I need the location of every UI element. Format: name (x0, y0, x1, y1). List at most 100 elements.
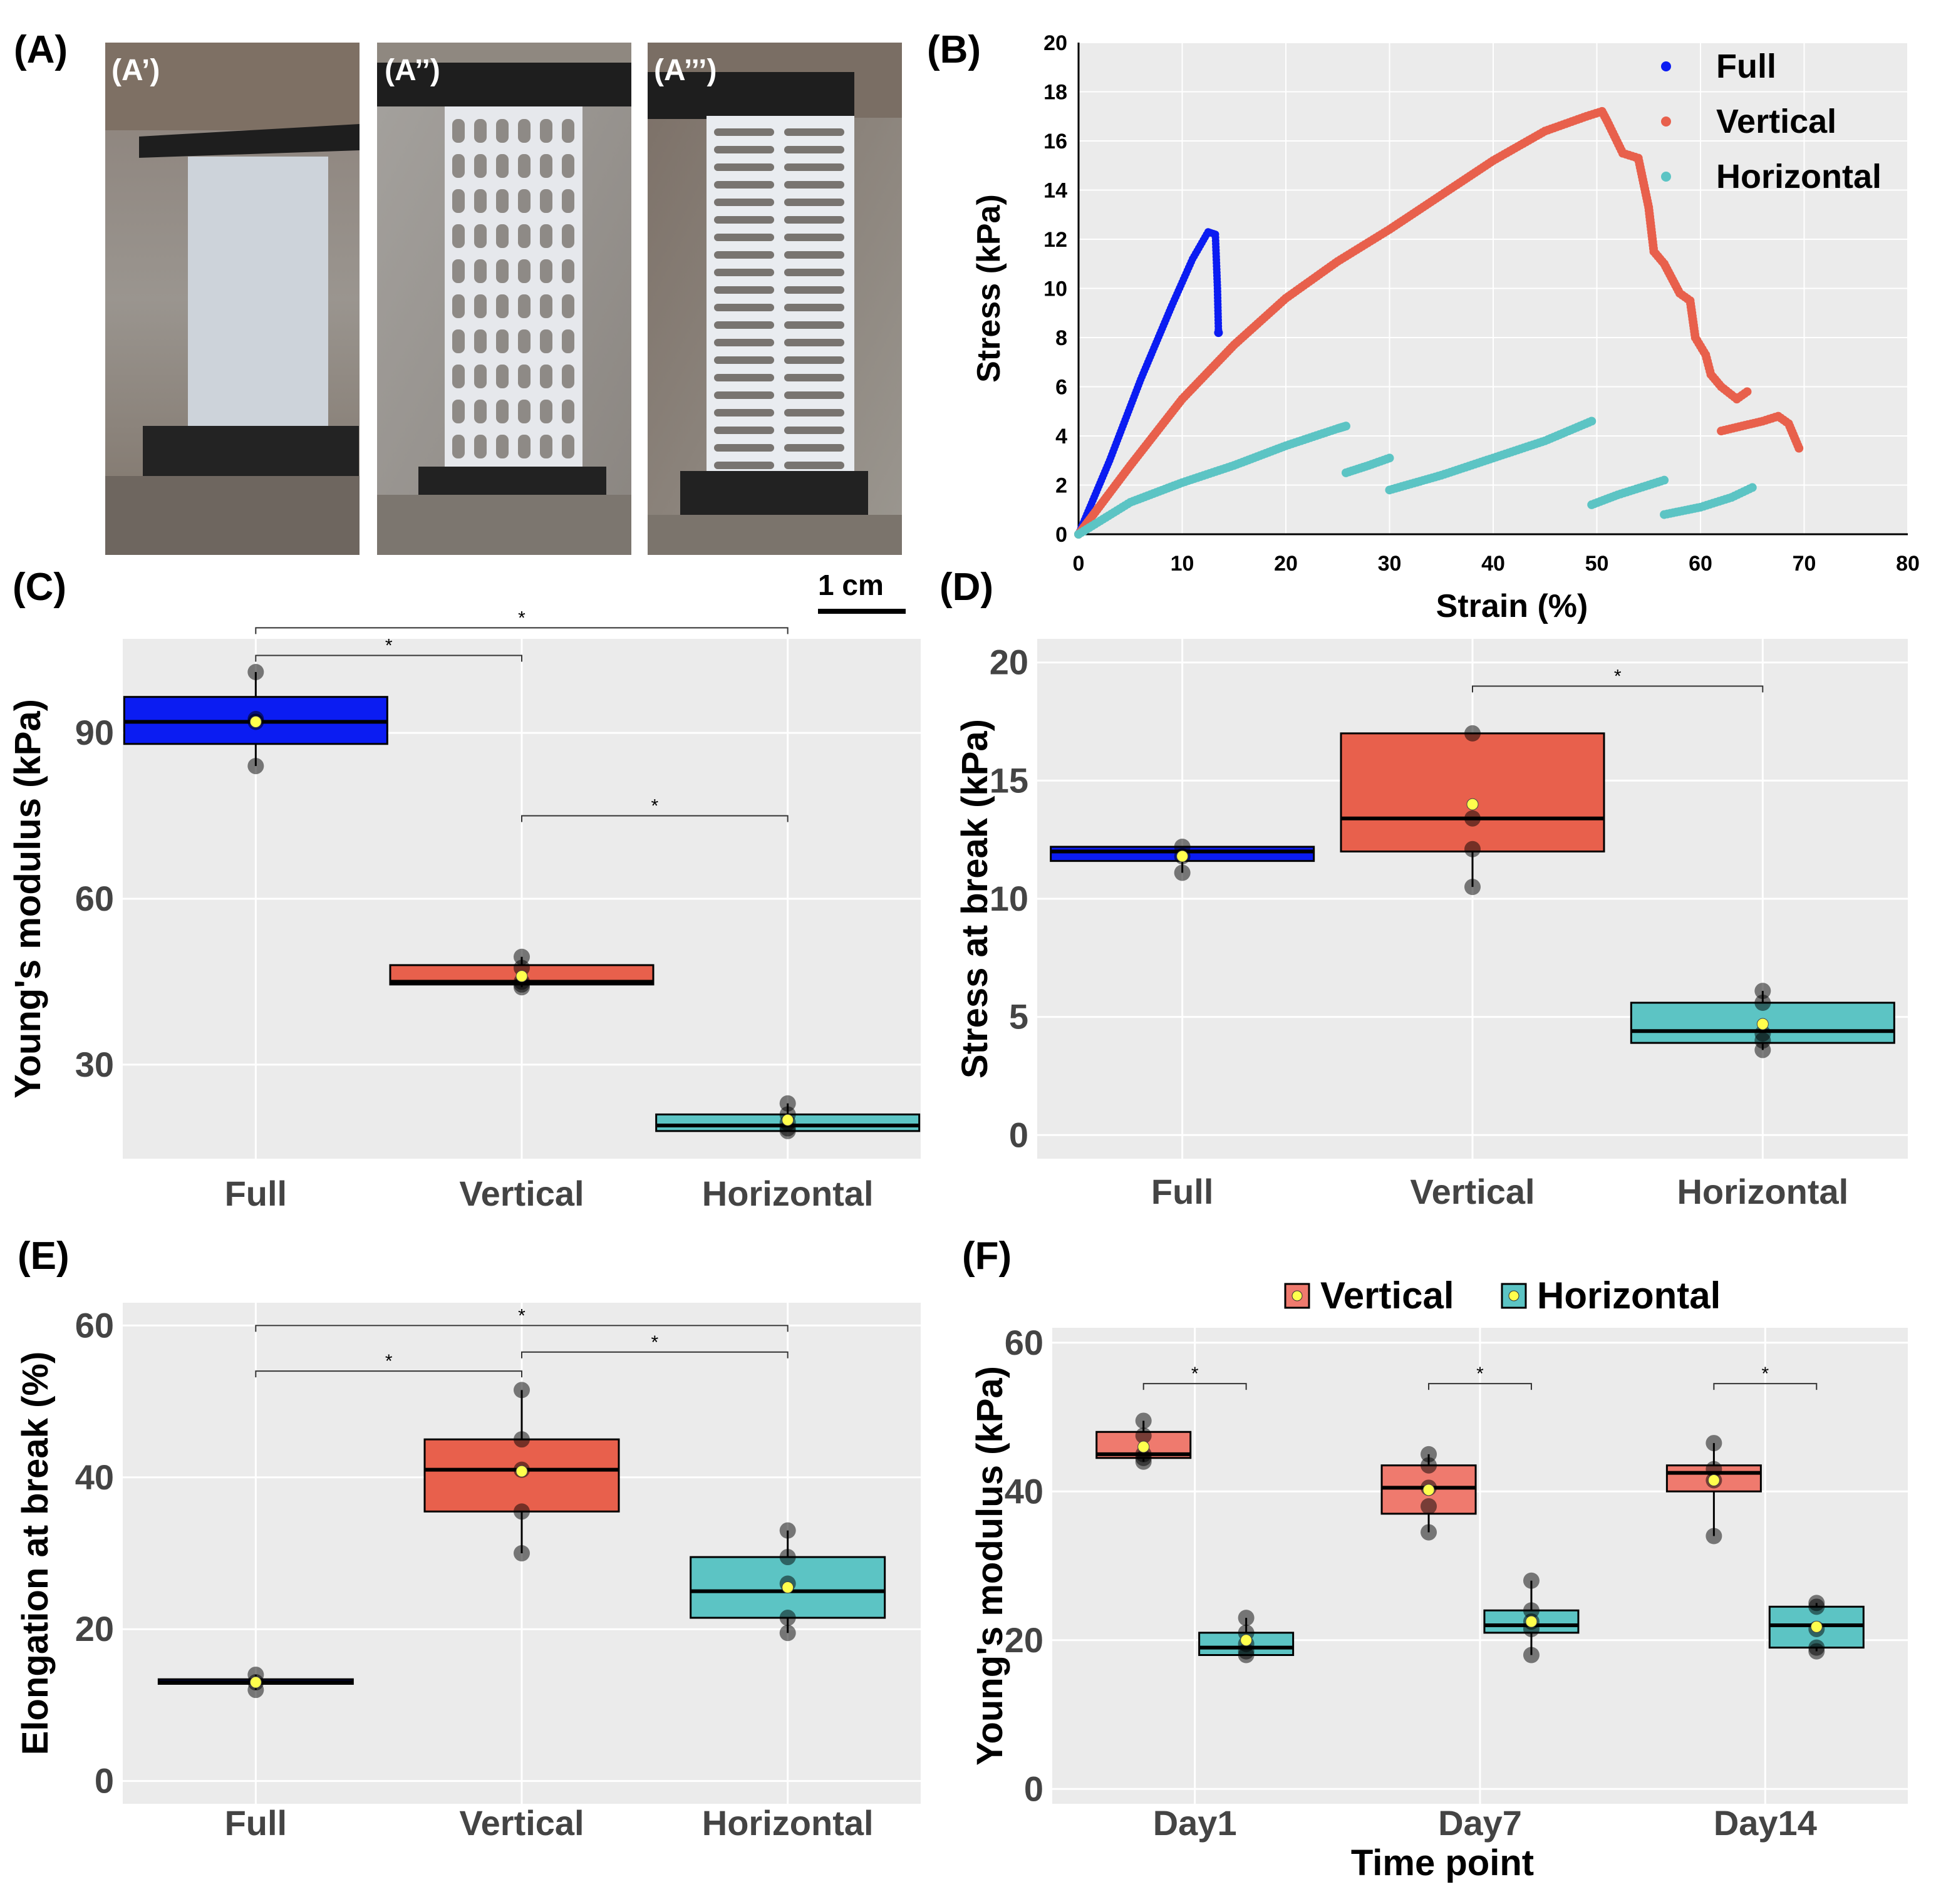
mean-marker (1240, 1634, 1253, 1647)
photo-label-a3: (A’’’) (654, 54, 717, 87)
data-point (779, 1522, 796, 1539)
mean-marker (515, 1465, 528, 1477)
legend-label-horizontal: Horizontal (1716, 158, 1882, 195)
lattice-hole (714, 163, 774, 171)
lattice-hole (784, 356, 844, 364)
series-full (1075, 228, 1223, 538)
lattice-hole (562, 329, 574, 353)
x-tick-label-vertical: Vertical (1410, 1172, 1535, 1211)
data-point (1523, 1602, 1540, 1619)
lattice-hole (714, 409, 774, 416)
significance-star: * (518, 1305, 525, 1326)
lattice-hole (540, 400, 552, 423)
y-axis-title: Young's modulus (kPa) (8, 699, 48, 1099)
lattice-hole (714, 199, 774, 206)
legend-label-vertical: Vertical (1320, 1275, 1454, 1317)
lattice-hole (496, 224, 509, 248)
lattice-hole (496, 259, 509, 283)
lattice-hole (784, 269, 844, 276)
data-point (1214, 328, 1223, 338)
significance-star: * (385, 1351, 393, 1372)
y-tick-label: 20 (1005, 1620, 1043, 1660)
lattice-hole (474, 365, 487, 388)
x-tick-label-full: Full (1151, 1172, 1214, 1211)
lattice-hole (714, 356, 774, 364)
significance-star: * (1614, 666, 1622, 686)
y-tick-label: 10 (990, 879, 1028, 918)
data-point (779, 1549, 796, 1566)
box (1768, 1595, 1865, 1660)
data-point (514, 1503, 530, 1520)
lattice-hole (562, 119, 574, 143)
lattice-hole (784, 409, 844, 416)
lattice-hole (562, 189, 574, 213)
x-tick-label: 20 (1274, 552, 1298, 576)
significance-bracket (1713, 1383, 1818, 1390)
scale-bar (818, 609, 906, 614)
lattice-hole (452, 435, 465, 458)
y-tick-label: 5 (1009, 997, 1028, 1037)
x-tick-label-day7: Day7 (1438, 1803, 1522, 1843)
lattice-hole (452, 400, 465, 423)
y-tick-label: 0 (95, 1761, 114, 1801)
data-point (1660, 475, 1669, 485)
data-point (514, 1382, 530, 1399)
x-tick-label: 60 (1689, 552, 1712, 576)
box (1050, 839, 1315, 881)
lattice-hole (518, 400, 531, 423)
mean-marker (782, 1581, 794, 1594)
panel-label-d: (D) (940, 566, 993, 609)
box (423, 1382, 620, 1561)
scale-bar-label: 1 cm (818, 569, 884, 601)
y-tick-label: 20 (990, 643, 1028, 682)
significance-bracket (255, 654, 522, 662)
x-tick-label-horizontal: Horizontal (702, 1174, 874, 1213)
mean-marker (1756, 1018, 1769, 1030)
y-tick-label: 16 (1043, 130, 1067, 153)
data-point (1754, 983, 1771, 1000)
y-tick-label: 2 (1055, 474, 1067, 498)
y-tick-label: 40 (1005, 1471, 1043, 1511)
data-point (1706, 1461, 1722, 1477)
significance-bracket (1142, 1383, 1247, 1390)
lattice-hole (518, 365, 531, 388)
lattice-hole (562, 154, 574, 178)
data-point (1808, 1595, 1825, 1612)
data-point (1464, 725, 1481, 742)
x-tick-label: 0 (1073, 552, 1085, 576)
data-point (1464, 810, 1481, 827)
data-point (247, 758, 264, 775)
x-tick-label-day1: Day1 (1153, 1803, 1237, 1843)
box (157, 1666, 354, 1699)
data-point (1135, 1412, 1152, 1429)
lattice-hole (452, 224, 465, 248)
lattice-hole (452, 329, 465, 353)
lattice-hole (784, 234, 844, 241)
lattice-hole (540, 224, 552, 248)
significance-star: * (1476, 1363, 1484, 1384)
lattice-hole (714, 374, 774, 381)
lattice-hole (784, 462, 844, 469)
mean-marker (249, 1676, 262, 1689)
x-tick-label-vertical: Vertical (459, 1803, 584, 1843)
lattice-hole (496, 329, 509, 353)
data-point (1794, 443, 1804, 453)
significance-star: * (651, 1332, 658, 1353)
lattice-hole (496, 435, 509, 458)
significance-bracket (1472, 685, 1764, 693)
lattice-hole (714, 462, 774, 469)
x-tick-label: 40 (1481, 552, 1505, 576)
data-point (1341, 422, 1350, 431)
significance-star: * (1191, 1363, 1199, 1384)
legend-marker-vertical (1661, 116, 1671, 127)
y-tick-label: 60 (1005, 1323, 1043, 1362)
lattice-hole (474, 189, 487, 213)
box (1095, 1412, 1192, 1470)
lattice-hole (784, 427, 844, 434)
lattice-hole (474, 435, 487, 458)
data-point (1754, 1025, 1771, 1042)
photo-label-a1: (A’) (111, 54, 160, 87)
data-point (1706, 1435, 1722, 1452)
